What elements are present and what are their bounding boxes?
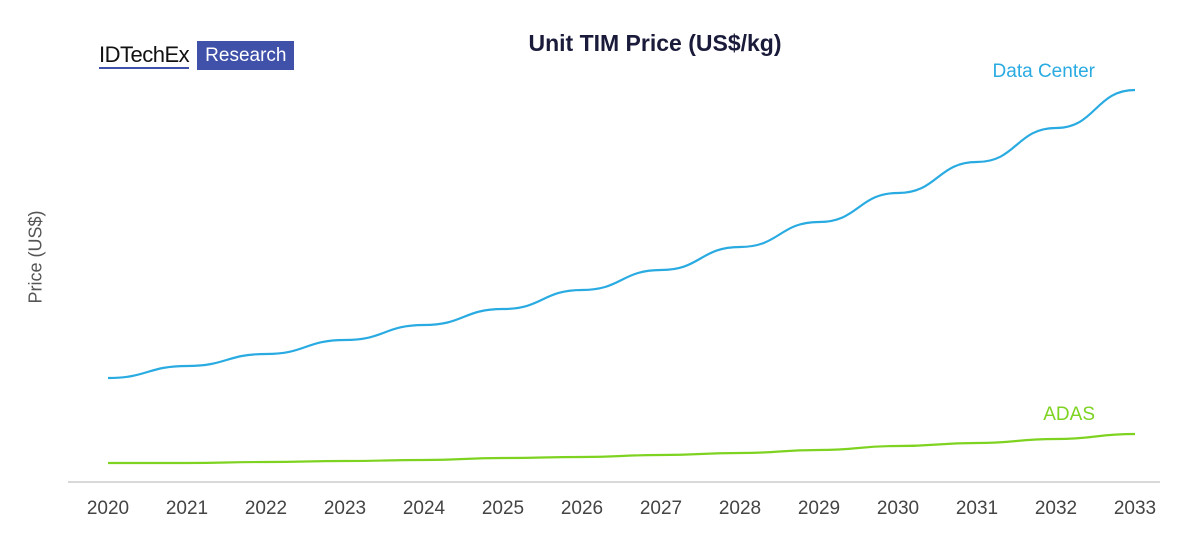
- series-line-adas: [108, 432, 1136, 465]
- x-tick-label: 2022: [245, 498, 287, 519]
- x-tick-label: 2033: [1114, 498, 1156, 519]
- x-tick-label: 2023: [324, 498, 366, 519]
- series-label: ADAS: [1043, 404, 1095, 425]
- x-tick-label: 2030: [877, 498, 919, 519]
- chart-title: Unit TIM Price (US$/kg): [528, 30, 782, 56]
- series-line-data-center: [107, 88, 1136, 380]
- x-tick-label: 2032: [1035, 498, 1077, 519]
- x-tick-label: 2025: [482, 498, 524, 519]
- x-tick-label: 2021: [166, 498, 208, 519]
- series-label: Data Center: [993, 61, 1096, 82]
- logo-text: IDTechEx: [99, 41, 190, 69]
- x-tick-label: 2028: [719, 498, 761, 519]
- idtechex-logo: IDTechEx Research: [99, 41, 295, 70]
- x-tick-label: 2026: [561, 498, 603, 519]
- x-tick-label: 2020: [87, 498, 129, 519]
- x-tick-label: 2024: [403, 498, 446, 519]
- logo-badge: Research: [197, 41, 295, 70]
- x-tick-label: 2027: [640, 498, 682, 519]
- x-tick-label: 2031: [956, 498, 998, 519]
- x-tick-label: 2029: [798, 498, 840, 519]
